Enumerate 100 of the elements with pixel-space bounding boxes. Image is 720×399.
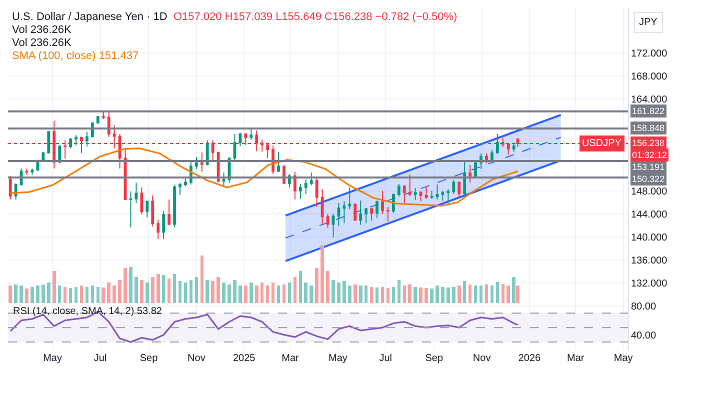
bar [402, 286, 406, 303]
bar [85, 286, 89, 303]
bar [151, 276, 154, 303]
bar [107, 282, 110, 303]
bar [364, 286, 368, 303]
bar [282, 284, 286, 303]
candlestick [512, 142, 516, 152]
y-tick-label: 140.000 [631, 232, 668, 244]
bar [354, 284, 357, 303]
bar [42, 284, 45, 303]
candlestick [293, 171, 296, 200]
bar [380, 286, 384, 303]
annotation: USDJPY [582, 138, 622, 149]
bar [392, 286, 396, 303]
x-tick-label: Sep [140, 353, 158, 364]
bar [342, 280, 346, 303]
bar [134, 276, 138, 303]
bar [20, 286, 23, 303]
x-tick-label: Jul [94, 353, 107, 364]
x-tick-label: Jul [379, 353, 392, 364]
bar [118, 280, 122, 303]
bar [156, 274, 160, 303]
bar [25, 288, 28, 303]
candlestick [381, 190, 384, 214]
candlestick [348, 186, 352, 210]
bar [14, 284, 18, 303]
candlestick [178, 182, 182, 196]
bar [348, 286, 352, 303]
bar [315, 268, 318, 303]
bar [408, 284, 412, 303]
bar [298, 271, 302, 303]
candlestick [107, 111, 110, 138]
bar [68, 288, 72, 303]
candlestick [310, 172, 313, 186]
bar [358, 286, 362, 303]
x-tick-label: May [328, 353, 348, 364]
x-tick-label: Sep [425, 353, 444, 364]
bar [397, 280, 401, 303]
candlestick [250, 128, 253, 140]
candlestick [298, 183, 302, 200]
bar [146, 282, 149, 303]
candlestick [146, 200, 149, 218]
bar [310, 286, 313, 303]
bar [96, 286, 100, 303]
x-tick-label: May [43, 353, 62, 364]
bar [244, 286, 248, 303]
candlestick [332, 213, 335, 238]
candlestick [320, 188, 324, 226]
candlestick [337, 202, 340, 226]
bar [337, 282, 340, 303]
bar [288, 282, 292, 303]
bar [140, 280, 144, 303]
x-tick-label: 2025 [232, 353, 256, 364]
bar [414, 286, 417, 303]
candlestick [238, 132, 242, 147]
y-tick-label: 148.000 [631, 186, 668, 198]
bar [74, 286, 78, 303]
bar [124, 268, 127, 303]
bar [430, 288, 434, 303]
bar [452, 286, 456, 303]
candlestick [370, 208, 374, 222]
y-tick-label: 144.000 [631, 209, 668, 220]
bar [386, 288, 390, 303]
annotation: SMA (100, close) 151.437 [12, 50, 139, 62]
candlestick [424, 186, 428, 200]
bar [441, 286, 444, 303]
bar [424, 288, 428, 303]
bar [479, 286, 483, 303]
bar [194, 276, 198, 303]
bar [80, 286, 84, 303]
bar [254, 286, 258, 303]
candlestick [402, 184, 406, 204]
bar [58, 286, 62, 303]
bar [52, 271, 56, 303]
candlestick [86, 131, 88, 148]
candlestick [386, 206, 390, 222]
ref-line-label: 161.822 [632, 106, 665, 116]
candlestick [277, 151, 280, 172]
y-tick-label: 80.00 [631, 301, 656, 312]
bar [293, 276, 297, 303]
text: JPY [639, 17, 658, 28]
bar [446, 287, 450, 303]
bar [228, 284, 231, 303]
bar [167, 278, 171, 303]
candlestick [430, 190, 434, 200]
candlestick [222, 172, 226, 188]
candlestick [315, 176, 318, 208]
bar [326, 271, 330, 303]
candlestick [408, 174, 412, 197]
ref-line-label: 156.238 [632, 138, 665, 148]
candlestick [496, 133, 499, 154]
bar [172, 274, 176, 303]
y-tick-label: 172.000 [631, 48, 668, 60]
candlestick [419, 190, 422, 202]
bar [512, 276, 516, 303]
bar [216, 276, 220, 303]
annotation: RSI (14, close, SMA, 14, 2) 53.82 [13, 306, 162, 317]
bar [102, 287, 106, 303]
bar [320, 245, 324, 303]
candlestick [168, 198, 171, 226]
